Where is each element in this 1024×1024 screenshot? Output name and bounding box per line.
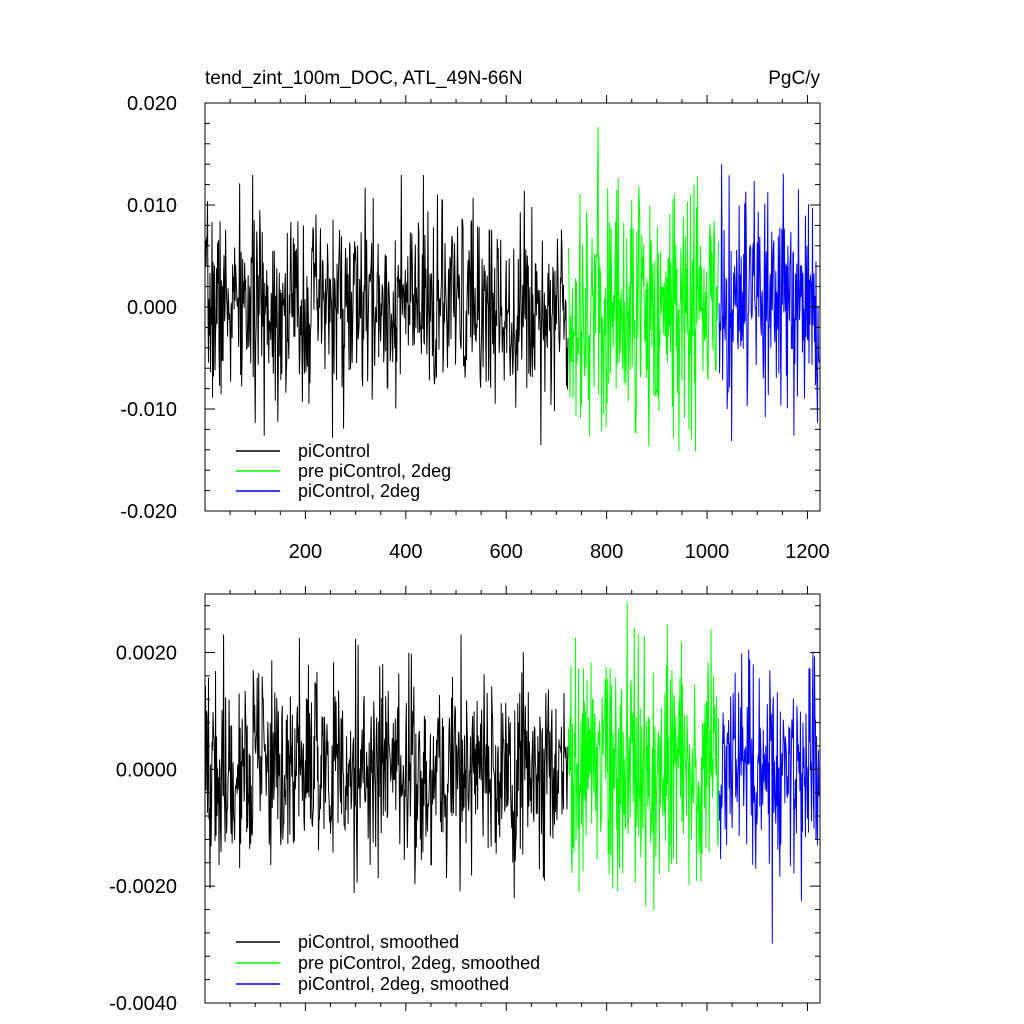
y-tick-label: 0.010 [127,195,177,217]
legend-label: pre piControl, 2deg, smoothed [298,953,540,973]
legend-label: piControl, 2deg [298,481,420,501]
bottom-plot-frame [204,593,821,1004]
bottom-series-group [205,602,820,944]
x-tick-label: 600 [490,541,523,563]
top-plot-frame [204,102,821,512]
x-tick-label: 1200 [785,541,830,563]
series-line-1 [205,634,569,899]
y-tick-label: 0.000 [127,297,177,319]
legend-label: piControl [298,441,370,461]
x-tick-label: 1000 [685,541,730,563]
y-tick-label: 0.020 [127,93,177,115]
series-line-2 [567,602,720,911]
bottom-chart-panel: 0.0020 0.0000 -0.0020 -0.0040 piControl, sm… [109,586,821,1015]
y-tick-label: -0.020 [120,501,177,523]
series-line-3 [718,649,820,944]
y-tick-label: 0.0000 [116,759,177,781]
top-chart-panel: tend_zint_100m_DOC, ATL_49N-66N PgC/y 20… [120,68,829,563]
series-line-1 [205,174,569,446]
series-line-3 [718,164,820,442]
x-tick-label: 200 [289,541,322,563]
legend-label: piControl, smoothed [298,932,459,952]
x-tick-label: 400 [389,541,422,563]
chart-units: PgC/y [768,68,820,89]
chart-title: tend_zint_100m_DOC, ATL_49N-66N [205,68,523,89]
y-tick-label: -0.010 [120,399,177,421]
x-tick-label: 800 [590,541,623,563]
series-line-2 [567,126,720,452]
y-tick-label: -0.0040 [109,993,177,1015]
legend-label: piControl, 2deg, smoothed [298,974,509,994]
top-series-group [205,126,820,452]
y-tick-label: -0.0020 [109,876,177,898]
top-axis-ticks: 200 400 600 800 1000 1200 0.020 0.010 0.000 -0.01… [120,93,829,563]
bottom-axis-ticks: 0.0020 0.0000 -0.0020 -0.0040 [109,586,820,1015]
y-tick-label: 0.0020 [116,642,177,664]
legend-label: pre piControl, 2deg [298,461,451,481]
